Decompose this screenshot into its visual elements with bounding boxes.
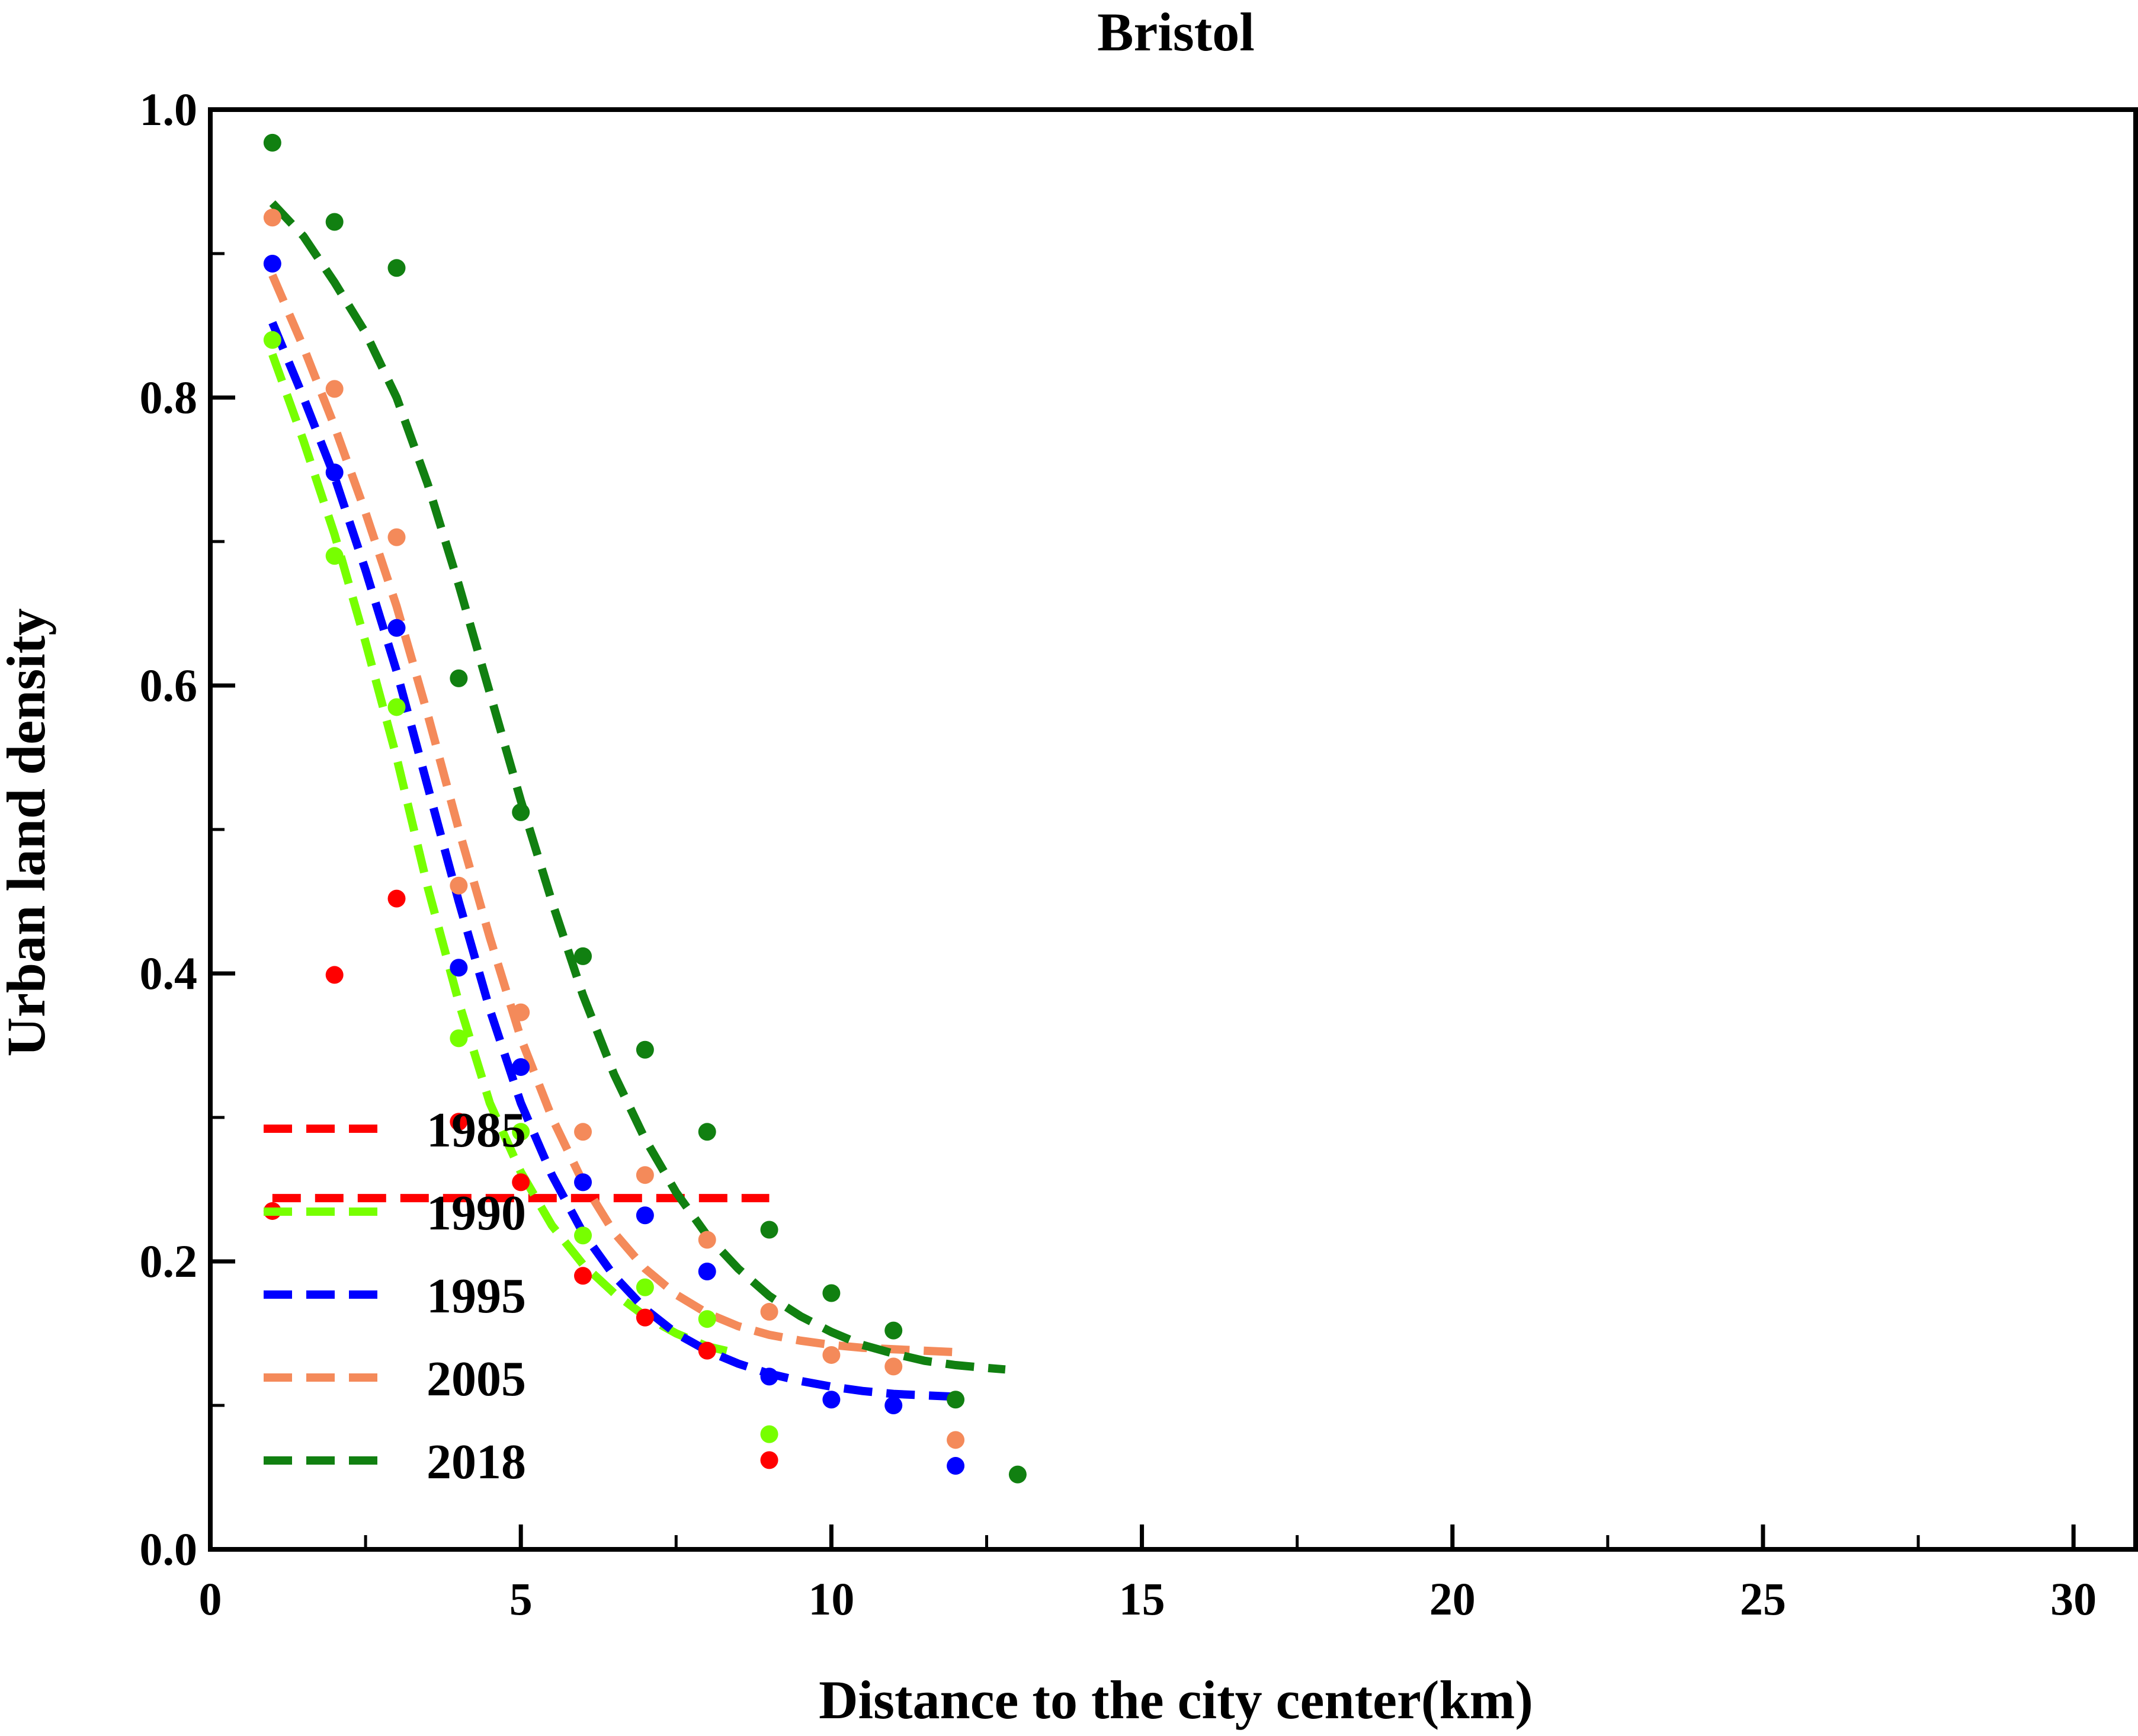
y-tick-label: 0.4 [140, 947, 198, 999]
x-axis-ticks: 0 5 10 15 20 25 30 [199, 1524, 2097, 1625]
data-point-1985 [450, 1113, 468, 1131]
data-point-1985 [574, 1267, 592, 1285]
y-tick-label: 0.2 [140, 1235, 198, 1287]
data-point-1985 [325, 966, 344, 984]
y-tick-label: 0.0 [140, 1523, 198, 1575]
data-point-2005 [698, 1231, 716, 1249]
data-point-2018 [698, 1123, 716, 1141]
data-point-1985 [512, 1173, 530, 1192]
chart-title: Bristol [1097, 2, 1255, 62]
data-point-2005 [760, 1303, 778, 1321]
x-tick-label: 0 [199, 1573, 222, 1625]
data-point-1990 [760, 1425, 778, 1443]
data-point-1995 [636, 1206, 654, 1225]
legend-label-2005: 2005 [427, 1351, 526, 1407]
y-axis-ticks: 0.0 0.2 0.4 0.6 0.8 1.0 [140, 84, 235, 1575]
x-tick-label: 25 [1740, 1573, 1786, 1625]
data-point-1990 [387, 698, 406, 716]
fit-line-2005 [268, 273, 956, 1357]
data-point-1990 [636, 1278, 654, 1296]
data-point-2005 [450, 876, 468, 895]
y-axis-label: Urban land density [0, 608, 56, 1057]
data-point-2005 [512, 1003, 530, 1021]
data-point-1995 [263, 255, 281, 273]
fit-line-1990 [268, 353, 739, 1358]
data-point-1995 [387, 619, 406, 637]
x-tick-label: 15 [1119, 1573, 1165, 1625]
plot-frame [208, 107, 2138, 1552]
x-axis-label: Distance to the city center(km) [819, 1670, 1533, 1730]
data-point-2018 [884, 1321, 903, 1340]
data-point-1995 [947, 1457, 965, 1475]
plot-area: 0 5 10 15 20 25 30 0.0 0.2 0.4 0.6 0.8 1.0 1985 1990… [140, 84, 2138, 1625]
data-point-1995 [884, 1397, 903, 1414]
x-tick-label: 5 [509, 1573, 533, 1625]
fit-line-2018 [269, 200, 1006, 1374]
data-point-1995 [760, 1367, 778, 1386]
x-tick-label: 20 [1429, 1573, 1476, 1625]
data-point-2018 [760, 1221, 778, 1239]
y-tick-label: 1.0 [140, 84, 198, 135]
fit-line-1995 [268, 321, 956, 1401]
data-point-2005 [947, 1431, 965, 1449]
x-tick-label: 10 [808, 1573, 854, 1625]
data-point-2018 [1008, 1465, 1027, 1484]
data-point-1995 [822, 1391, 841, 1409]
data-points [263, 133, 1027, 1484]
data-point-2005 [636, 1166, 654, 1184]
data-point-1985 [760, 1451, 778, 1469]
y-tick-label: 0.6 [140, 659, 198, 711]
data-point-1990 [263, 331, 281, 349]
legend-label-2018: 2018 [427, 1434, 526, 1490]
legend-label-1985: 1985 [427, 1103, 526, 1158]
data-point-1990 [325, 547, 344, 565]
data-point-1995 [698, 1263, 716, 1281]
data-point-2005 [325, 380, 344, 398]
data-point-1990 [512, 1123, 530, 1141]
data-point-2018 [822, 1284, 841, 1302]
data-point-2018 [450, 669, 468, 687]
data-point-2018 [512, 803, 530, 821]
data-point-1995 [325, 463, 344, 482]
data-point-1990 [450, 1029, 468, 1048]
legend-label-1995: 1995 [427, 1269, 526, 1324]
data-point-2018 [636, 1040, 654, 1059]
data-point-2018 [387, 259, 406, 277]
data-point-2005 [263, 209, 281, 227]
data-point-1995 [512, 1058, 530, 1076]
data-point-1990 [698, 1310, 716, 1328]
data-point-2018 [574, 947, 592, 965]
data-point-2018 [263, 133, 281, 152]
data-point-1990 [574, 1226, 592, 1245]
data-point-2018 [325, 213, 344, 231]
data-point-2005 [574, 1123, 592, 1141]
data-point-1995 [450, 959, 468, 977]
data-point-1985 [387, 889, 406, 908]
y-tick-label: 0.8 [140, 371, 198, 423]
data-point-1985 [698, 1341, 716, 1360]
data-point-1985 [636, 1308, 654, 1327]
data-point-1995 [574, 1173, 592, 1192]
data-point-2005 [387, 528, 406, 546]
fit-lines [268, 200, 1006, 1401]
data-point-2005 [884, 1357, 903, 1376]
legend-label-1990: 1990 [427, 1186, 526, 1241]
x-tick-label: 30 [2050, 1573, 2097, 1625]
data-point-2018 [947, 1391, 965, 1409]
data-point-2005 [822, 1346, 841, 1364]
legend: 1985 1990 1995 2005 2018 [264, 1103, 526, 1490]
